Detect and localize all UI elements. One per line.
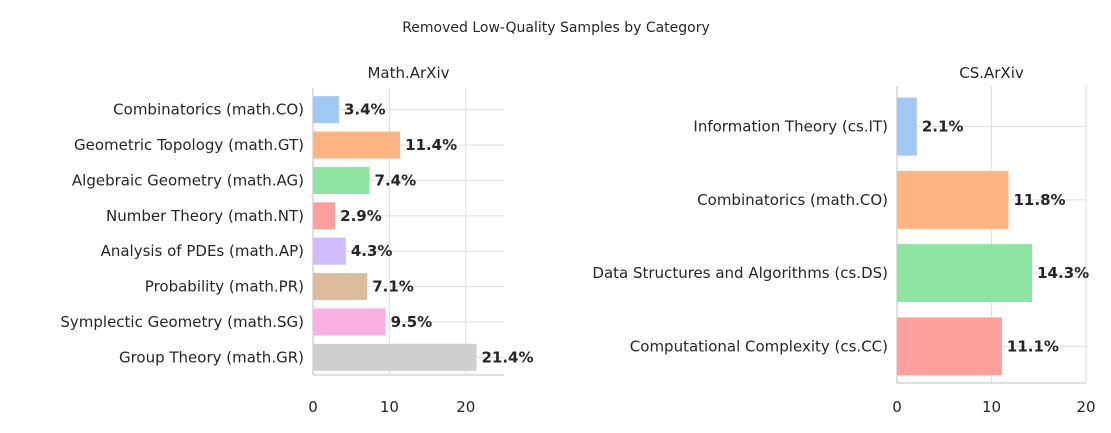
- category-label: Combinatorics (math.CO): [113, 101, 304, 119]
- bar: [313, 131, 401, 159]
- value-label: 3.4%: [344, 101, 386, 119]
- category-label: Computational Complexity (cs.CC): [630, 337, 888, 355]
- bar: [313, 166, 370, 194]
- bar: [897, 170, 1009, 229]
- value-label: 2.1%: [922, 118, 964, 136]
- category-label: Symplectic Geometry (math.SG): [60, 313, 304, 331]
- category-label: Number Theory (math.NT): [106, 207, 304, 225]
- bar: [313, 308, 386, 336]
- bar: [897, 97, 917, 156]
- category-label: Probability (math.PR): [145, 278, 304, 296]
- value-label: 11.1%: [1007, 337, 1059, 355]
- category-label: Information Theory (cs.IT): [693, 118, 888, 136]
- panel-title: Math.ArXiv: [367, 64, 449, 82]
- x-tick-label: 0: [892, 398, 902, 416]
- x-tick-label: 0: [308, 398, 318, 416]
- bar: [313, 343, 477, 371]
- category-label: Algebraic Geometry (math.AG): [72, 171, 304, 189]
- x-tick-label: 20: [1076, 398, 1095, 416]
- value-label: 9.5%: [391, 313, 433, 331]
- category-label: Group Theory (math.GR): [119, 348, 304, 366]
- bar: [897, 244, 1033, 303]
- bar: [313, 273, 368, 301]
- x-tick-label: 10: [380, 398, 399, 416]
- category-label: Combinatorics (math.CO): [697, 191, 888, 209]
- category-label: Analysis of PDEs (math.AP): [101, 242, 304, 260]
- category-label: Geometric Topology (math.GT): [74, 136, 304, 154]
- panel-math-arxiv: Math.ArXiv Combinatorics (math.CO) 3.4% Geo…: [60, 64, 533, 416]
- value-label: 4.3%: [351, 242, 393, 260]
- value-label: 21.4%: [481, 348, 533, 366]
- value-label: 7.4%: [375, 171, 417, 189]
- bar: [313, 96, 339, 124]
- value-label: 14.3%: [1037, 264, 1089, 282]
- x-tick-label: 10: [982, 398, 1001, 416]
- bar: [313, 237, 346, 265]
- bar: [313, 202, 336, 230]
- value-label: 2.9%: [340, 207, 382, 225]
- value-label: 7.1%: [372, 278, 414, 296]
- x-tick-label: 20: [456, 398, 475, 416]
- bar: [897, 317, 1002, 376]
- panel-title: CS.ArXiv: [959, 64, 1024, 82]
- figure-title: Removed Low-Quality Samples by Category: [402, 20, 710, 36]
- value-label: 11.8%: [1014, 191, 1066, 209]
- panel-cs-arxiv: CS.ArXiv Information Theory (cs.IT) 2.1% Co…: [592, 64, 1095, 416]
- category-label: Data Structures and Algorithms (cs.DS): [592, 264, 888, 282]
- value-label: 11.4%: [405, 136, 457, 154]
